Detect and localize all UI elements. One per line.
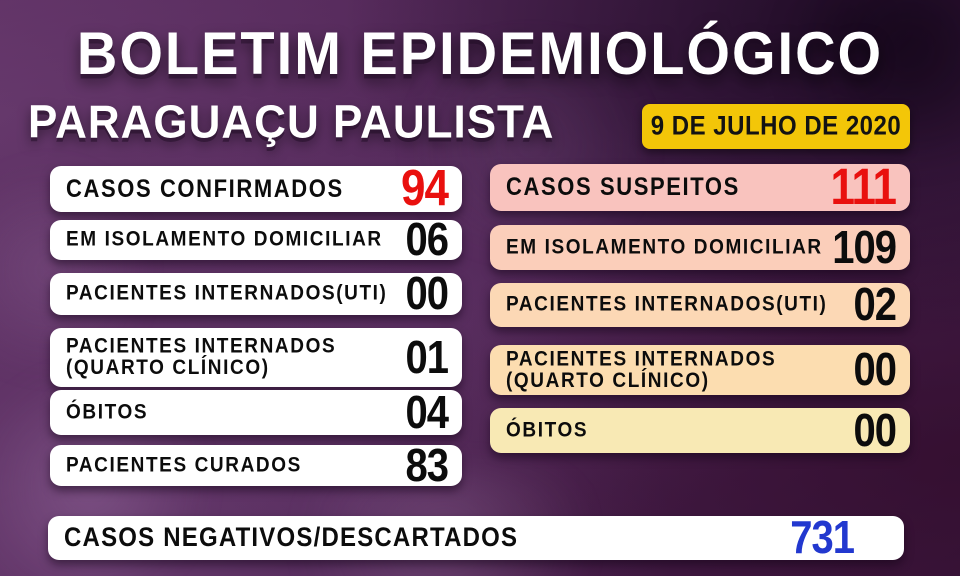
stat-row-internados-uti-confirmados: PACIENTES INTERNADOS(UTI) 00 [50,268,462,320]
stat-label: ÓBITOS [66,400,149,425]
stat-value: 00 [405,268,449,320]
stat-value: 94 [401,160,449,217]
stat-label: CASOS SUSPEITOS [506,172,740,201]
stat-row-internados-quarto-suspeitos: PACIENTES INTERNADOS (QUARTO CLÍNICO) 00 [490,345,910,395]
date-badge: 9 DE JULHO DE 2020 [642,104,910,149]
page-title: BOLETIM EPIDEMIOLÓGICO [76,19,884,88]
stat-label: EM ISOLAMENTO DOMICILIAR [506,235,823,260]
stat-label: PACIENTES INTERNADOS (QUARTO CLÍNICO) [66,334,337,380]
stat-label: PACIENTES INTERNADOS(UTI) [506,293,828,317]
city-name: PARAGUAÇU PAULISTA [28,96,555,148]
stat-value: 00 [853,405,897,456]
stat-row-obitos-confirmados: ÓBITOS 04 [50,387,462,438]
stat-value: 111 [830,158,897,216]
stat-label: CASOS NEGATIVOS/DESCARTADOS [64,522,519,553]
stat-row-pacientes-curados: PACIENTES CURADOS 83 [50,440,462,491]
stat-value: 02 [853,279,897,331]
stat-label: PACIENTES CURADOS [66,453,302,478]
stat-value: 04 [405,387,449,438]
stat-value: 06 [405,214,449,266]
stat-label: PACIENTES INTERNADOS(UTI) [66,282,388,306]
stat-value: 01 [405,332,449,383]
stat-label: ÓBITOS [506,418,589,443]
stat-row-casos-negativos: CASOS NEGATIVOS/DESCARTADOS 731 [48,512,904,564]
stat-label: PACIENTES INTERNADOS (QUARTO CLÍNICO) [506,347,777,393]
stat-row-casos-confirmados: CASOS CONFIRMADOS 94 [50,160,462,217]
stat-row-internados-quarto-confirmados: PACIENTES INTERNADOS (QUARTO CLÍNICO) 01 [50,328,462,387]
stat-label: EM ISOLAMENTO DOMICILIAR [66,228,383,252]
stat-row-isolamento-suspeitos: EM ISOLAMENTO DOMICILIAR 109 [490,222,910,273]
stat-value: 731 [790,512,855,564]
stat-row-isolamento-confirmados: EM ISOLAMENTO DOMICILIAR 06 [50,214,462,266]
stat-value: 83 [405,440,449,491]
stat-label: CASOS CONFIRMADOS [66,174,344,203]
stat-row-casos-suspeitos: CASOS SUSPEITOS 111 [490,158,910,216]
stat-row-obitos-suspeitos: ÓBITOS 00 [490,405,910,456]
stat-value: 109 [832,222,897,273]
stat-value: 00 [853,344,897,396]
stat-row-internados-uti-suspeitos: PACIENTES INTERNADOS(UTI) 02 [490,279,910,331]
date-text: 9 DE JULHO DE 2020 [650,111,902,141]
